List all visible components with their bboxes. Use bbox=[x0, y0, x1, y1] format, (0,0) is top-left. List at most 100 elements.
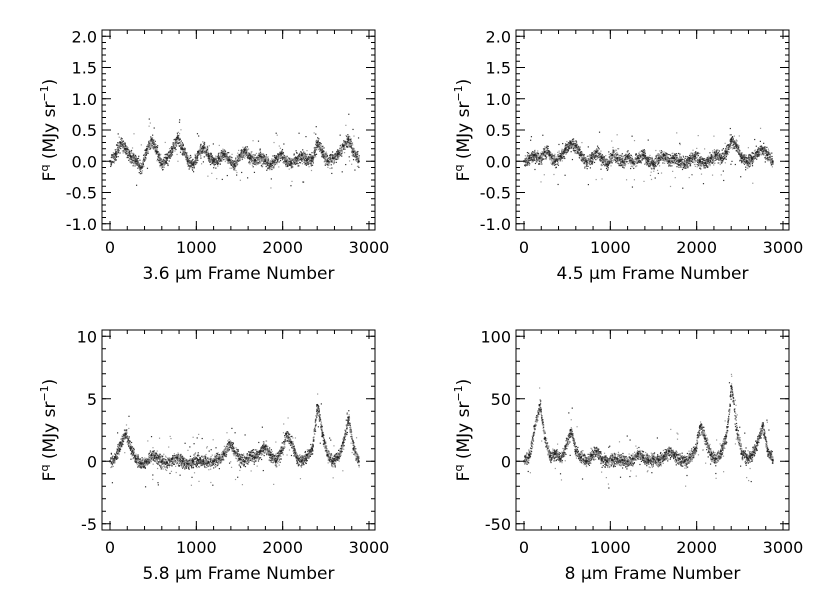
data-point bbox=[586, 158, 588, 161]
data-point bbox=[224, 150, 226, 152]
data-point bbox=[634, 164, 636, 166]
data-point bbox=[325, 156, 328, 158]
data-point bbox=[351, 152, 354, 154]
data-point bbox=[650, 161, 652, 163]
data-point bbox=[241, 157, 243, 159]
data-point bbox=[227, 152, 229, 154]
data-point bbox=[660, 156, 662, 159]
data-point bbox=[337, 157, 339, 160]
data-point bbox=[195, 159, 197, 161]
data-point bbox=[236, 174, 238, 176]
data-point bbox=[340, 151, 342, 153]
data-point bbox=[210, 153, 213, 155]
data-point bbox=[318, 143, 320, 145]
data-point bbox=[314, 149, 316, 151]
data-point bbox=[140, 144, 142, 146]
data-point bbox=[150, 137, 152, 139]
data-point bbox=[355, 154, 357, 156]
data-point bbox=[347, 138, 350, 141]
data-point bbox=[333, 161, 335, 163]
data-point bbox=[173, 143, 175, 145]
data-point bbox=[163, 156, 165, 159]
data-point bbox=[193, 167, 195, 169]
data-point bbox=[663, 159, 665, 161]
data-point bbox=[270, 161, 272, 163]
data-point bbox=[615, 157, 617, 159]
data-point bbox=[260, 159, 262, 161]
data-point bbox=[247, 177, 249, 179]
data-point bbox=[133, 153, 135, 155]
data-point bbox=[570, 143, 572, 146]
data-point bbox=[209, 155, 211, 157]
data-point bbox=[249, 159, 251, 161]
data-point bbox=[603, 156, 606, 158]
data-point bbox=[271, 167, 273, 169]
data-point bbox=[245, 147, 247, 150]
data-point bbox=[631, 162, 633, 164]
data-point bbox=[348, 156, 350, 158]
data-point bbox=[169, 156, 171, 159]
data-point bbox=[535, 153, 537, 156]
data-point bbox=[343, 144, 346, 146]
data-point bbox=[127, 147, 129, 149]
data-point bbox=[140, 165, 143, 167]
data-point bbox=[236, 155, 238, 157]
data-point bbox=[211, 163, 213, 165]
data-point bbox=[604, 164, 606, 166]
data-point bbox=[579, 148, 581, 150]
data-point bbox=[591, 162, 593, 165]
data-point bbox=[161, 167, 163, 169]
data-point bbox=[315, 133, 317, 135]
data-point bbox=[290, 165, 292, 167]
data-point bbox=[572, 146, 574, 148]
data-point bbox=[535, 157, 538, 159]
data-point bbox=[577, 145, 579, 147]
data-point bbox=[160, 153, 162, 155]
data-point bbox=[151, 141, 153, 143]
data-point bbox=[266, 156, 268, 158]
data-point bbox=[551, 159, 553, 161]
data-point bbox=[225, 159, 227, 161]
data-point bbox=[574, 152, 576, 154]
data-point bbox=[640, 156, 642, 158]
data-point bbox=[563, 152, 565, 154]
data-point bbox=[246, 146, 249, 148]
data-point bbox=[670, 156, 672, 158]
data-point bbox=[203, 147, 206, 149]
data-point bbox=[672, 161, 674, 163]
data-point bbox=[610, 165, 612, 167]
data-point bbox=[158, 161, 160, 164]
data-point bbox=[200, 163, 203, 165]
data-point bbox=[259, 153, 261, 155]
data-point bbox=[144, 157, 146, 160]
data-point bbox=[343, 145, 345, 147]
data-point bbox=[354, 155, 356, 157]
data-point bbox=[280, 155, 282, 157]
data-point bbox=[257, 154, 260, 156]
data-point bbox=[626, 151, 629, 153]
data-point bbox=[541, 154, 543, 156]
data-point bbox=[145, 157, 147, 159]
data-point bbox=[608, 159, 610, 161]
data-point bbox=[641, 155, 643, 158]
data-point bbox=[302, 153, 304, 155]
data-point bbox=[539, 155, 541, 157]
data-point bbox=[315, 153, 318, 155]
data-point bbox=[574, 143, 576, 145]
data-point bbox=[210, 154, 212, 156]
data-point bbox=[267, 167, 269, 169]
data-point bbox=[294, 161, 296, 164]
data-point bbox=[582, 153, 584, 155]
data-point bbox=[329, 154, 331, 156]
data-point bbox=[554, 164, 556, 166]
data-point bbox=[612, 152, 615, 154]
data-point bbox=[131, 156, 134, 158]
data-point bbox=[622, 162, 624, 164]
data-point bbox=[542, 134, 544, 136]
data-point bbox=[651, 162, 653, 164]
data-point bbox=[591, 155, 593, 157]
data-point bbox=[635, 153, 637, 156]
data-point bbox=[608, 151, 610, 153]
data-point bbox=[554, 156, 556, 158]
data-point bbox=[121, 138, 123, 140]
